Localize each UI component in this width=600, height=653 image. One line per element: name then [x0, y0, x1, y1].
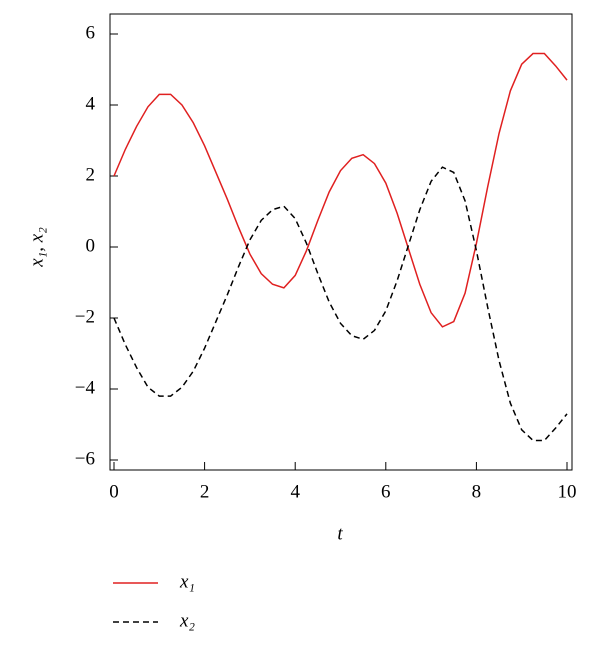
series-line	[113, 166, 568, 442]
x-tick-label: 0	[109, 481, 119, 502]
y-tick-label: −6	[75, 448, 95, 469]
x-tick-label: 6	[381, 481, 391, 502]
y-tick-label: −4	[75, 377, 96, 398]
y-tick-label: 2	[86, 164, 96, 185]
y-tick-label: 4	[86, 93, 96, 114]
legend-label: x₂	[179, 610, 195, 631]
y-tick-label: −2	[75, 306, 95, 327]
y-tick-label: 6	[86, 22, 96, 43]
x-tick-label: 2	[200, 481, 210, 502]
y-tick-label: 0	[86, 235, 96, 256]
series-line	[113, 52, 568, 328]
y-axis-label: x₁, x₂	[26, 227, 47, 268]
legend-label: x₁	[179, 571, 195, 592]
plot-frame	[109, 13, 573, 471]
x-tick-label: 10	[558, 481, 577, 502]
x-tick-label: 8	[472, 481, 482, 502]
x-tick-label: 4	[290, 481, 300, 502]
x-axis-label: t	[337, 523, 343, 544]
